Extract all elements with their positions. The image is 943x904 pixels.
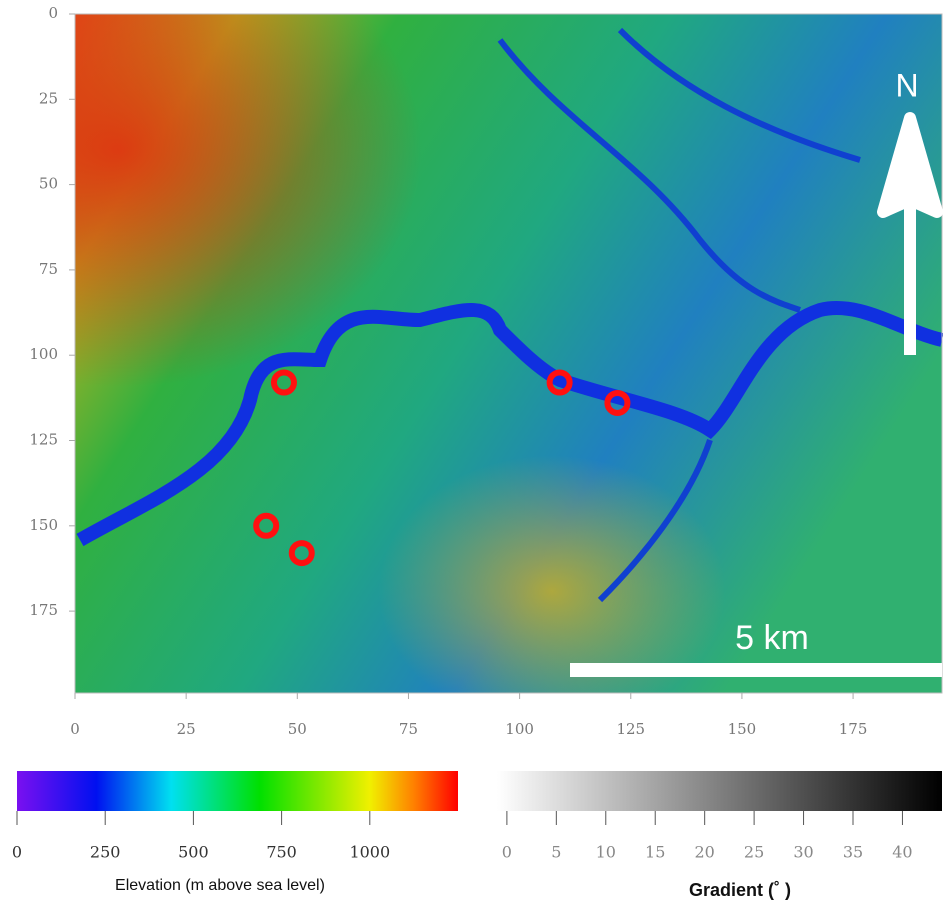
y-tick-label: 175 — [29, 601, 58, 619]
y-tick-label: 25 — [39, 89, 58, 107]
colorbar-tick-label: 10 — [596, 843, 616, 862]
colorbar-tick-label: 250 — [90, 843, 121, 862]
y-tick-label: 75 — [39, 260, 58, 278]
colorbar-tick-label: 0 — [12, 843, 22, 862]
x-tick-label: 100 — [505, 720, 534, 738]
y-tick-label: 50 — [39, 175, 58, 193]
colorbar-tick-label: 25 — [744, 843, 764, 862]
y-tick-label: 125 — [29, 431, 58, 449]
x-tick-label: 50 — [288, 720, 307, 738]
y-tick-label: 150 — [29, 516, 58, 534]
colorbar-tick-label: 1000 — [349, 843, 390, 862]
colorbar-tick-label: 30 — [793, 843, 813, 862]
colorbar-tick-label: 0 — [502, 843, 512, 862]
x-tick-label: 150 — [728, 720, 757, 738]
y-tick-label: 0 — [48, 4, 58, 22]
scale-bar — [570, 663, 942, 677]
gradient-colorbar — [497, 771, 942, 811]
colorbar-tick-label: 20 — [694, 843, 714, 862]
colorbar-tick-label: 500 — [178, 843, 209, 862]
colorbar-tick-label: 40 — [892, 843, 912, 862]
x-tick-label: 125 — [616, 720, 645, 738]
x-tick-label: 75 — [399, 720, 418, 738]
colorbar-tick-label: 35 — [843, 843, 863, 862]
north-label: N — [895, 67, 918, 103]
x-tick-label: 175 — [839, 720, 868, 738]
elevation-colorbar — [17, 771, 458, 811]
x-tick-label: 0 — [70, 720, 80, 738]
colorbar-tick-label: 5 — [551, 843, 561, 862]
map: N 5 km — [75, 14, 942, 693]
colorbar-tick-label: 750 — [266, 843, 297, 862]
y-tick-label: 100 — [29, 345, 58, 363]
figure: N 5 km Elevation (m above sea level) Gra… — [0, 0, 943, 904]
x-tick-label: 25 — [177, 720, 196, 738]
gradient-label: Gradient (˚ ) — [689, 880, 791, 900]
scale-bar-label: 5 km — [735, 619, 809, 657]
elevation-label: Elevation (m above sea level) — [115, 877, 325, 894]
colorbar-tick-label: 15 — [645, 843, 665, 862]
terrain-ridge — [75, 14, 942, 693]
